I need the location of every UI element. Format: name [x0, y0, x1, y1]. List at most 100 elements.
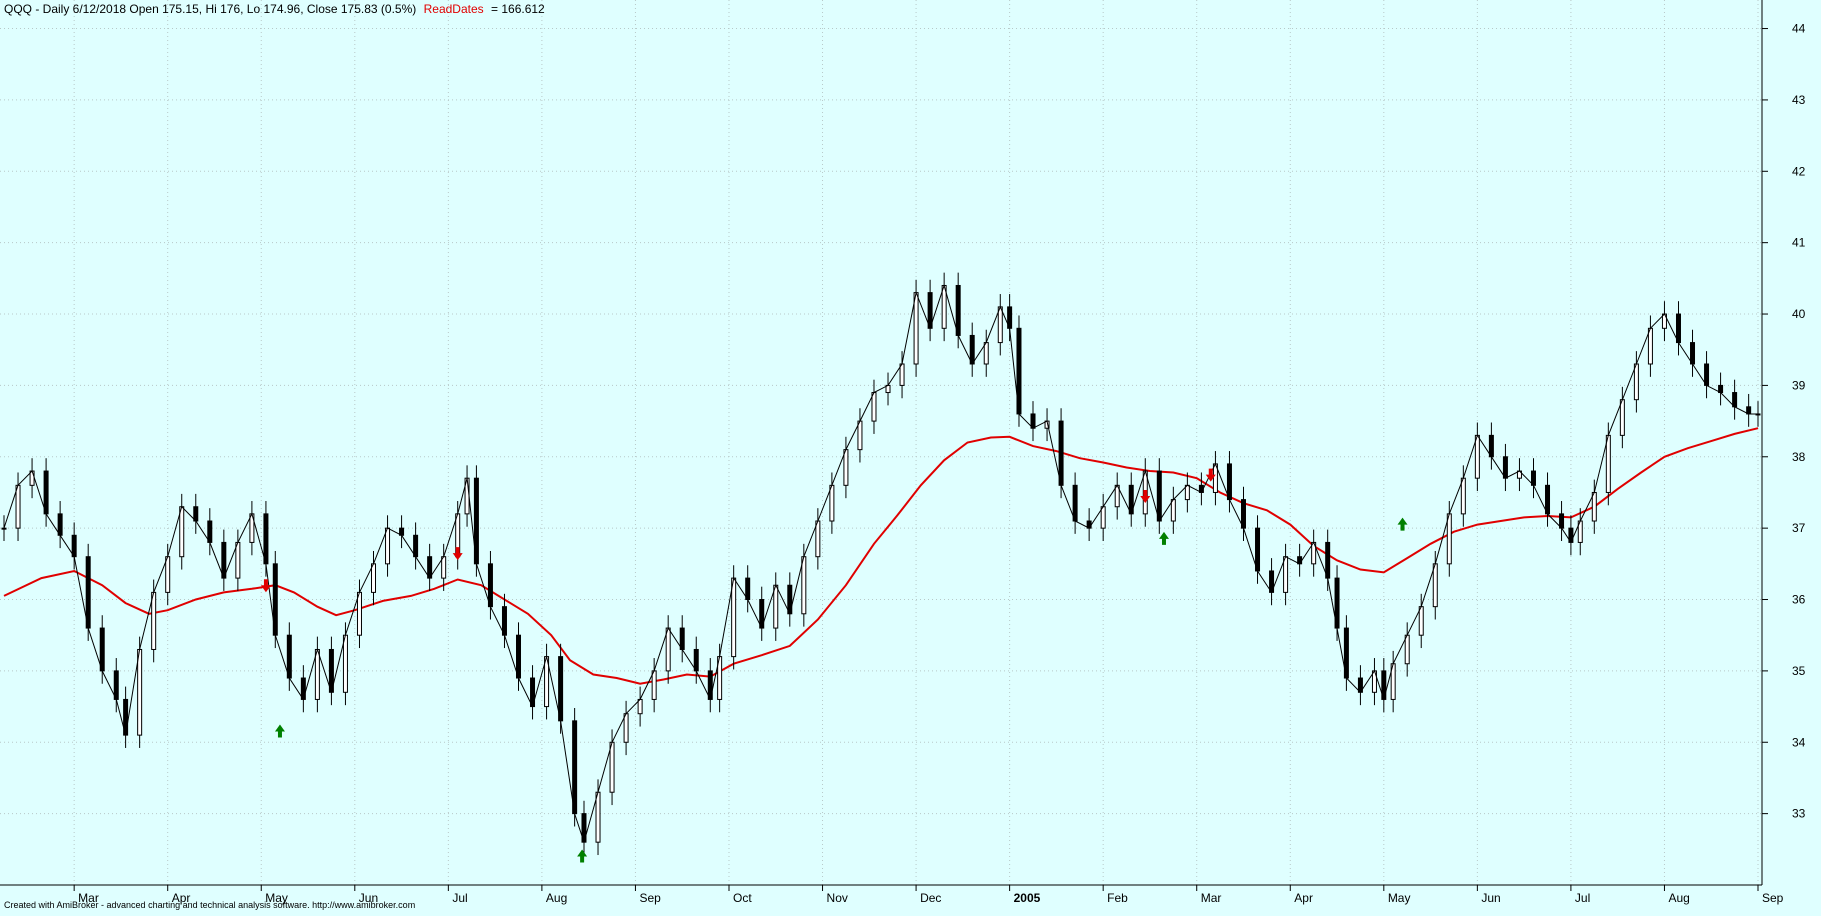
price-bar-body [57, 513, 63, 536]
y-axis: 33 34 35 36 37 38 39 40 41 42 43 44 [1762, 22, 1806, 821]
price-bar-body [829, 484, 835, 522]
price-bar-body [857, 420, 863, 451]
price-bar-body [801, 556, 807, 615]
price-bar-body [487, 563, 493, 608]
x-tick-label: Jul [452, 891, 467, 905]
price-bar-body [1240, 499, 1246, 529]
price-bar-body [516, 634, 522, 679]
price-bar-body [1226, 463, 1232, 501]
price-bar-body [1418, 606, 1424, 636]
price-bar-body [43, 470, 49, 515]
price-bar-body [15, 484, 21, 529]
x-tick-label: Jul [1575, 891, 1590, 905]
sell-arrow-icon [1140, 490, 1151, 504]
price-bar-body [286, 634, 292, 679]
y-tick-label: 35 [1792, 664, 1806, 678]
price-bar-body [572, 720, 578, 815]
price-bar-body [1647, 327, 1653, 365]
price-bar-body [1690, 342, 1696, 365]
price-bar-body [1460, 477, 1466, 515]
y-tick-label: 38 [1792, 450, 1806, 464]
price-bar-body [1072, 484, 1078, 522]
price-bar-body [427, 556, 433, 579]
y-tick-label: 40 [1792, 307, 1806, 321]
price-bar-body [385, 527, 391, 565]
price-bar-body [165, 556, 171, 593]
price-bar-body [501, 606, 507, 636]
price-bar-body [179, 506, 185, 558]
x-tick-label: Jun [1481, 891, 1500, 905]
price-bar-body [342, 634, 348, 693]
price-bar-body [371, 563, 377, 593]
x-tick-label: Jun [359, 891, 378, 905]
y-tick-label: 41 [1792, 236, 1806, 250]
x-tick-label: May [265, 891, 288, 905]
price-bar-body [1633, 363, 1639, 401]
x-tick-label: Mar [78, 891, 99, 905]
x-tick-label: Apr [1294, 891, 1313, 905]
price-bar-body [1704, 363, 1710, 386]
price-bar-body [623, 713, 629, 743]
price-bar-body [1, 527, 7, 530]
x-tick-label: Aug [1668, 891, 1689, 905]
price-bar-body [983, 342, 989, 365]
x-axis: Mar Apr May Jun Jul Aug Sep Oct Nov Dec 2005 Feb Mar… [73, 885, 1784, 905]
price-bar-body [595, 791, 601, 843]
price-bar-body [1404, 634, 1410, 665]
price-bar-body [1502, 456, 1508, 479]
price-bar-body [1545, 484, 1551, 515]
price-bar-body [151, 591, 157, 650]
price-bar-body [1675, 313, 1681, 344]
sell-arrow-icon [452, 547, 463, 561]
y-tick-label: 43 [1792, 93, 1806, 107]
x-tick-label: 2005 [1014, 891, 1041, 905]
price-bar-body [815, 520, 821, 558]
indicator-value: = 166.612 [491, 2, 545, 16]
price-bar-body [441, 556, 447, 579]
price-bar-body [1325, 541, 1331, 579]
buy-arrow-icon [577, 849, 588, 863]
price-bar-body [113, 670, 119, 700]
price-bar-body [1446, 513, 1452, 565]
price-bar-body [1474, 434, 1480, 479]
price-bar-body [137, 648, 143, 736]
price-bar-body [300, 677, 306, 700]
price-bar-body [693, 648, 699, 672]
price-bar-body [955, 284, 961, 336]
y-tick-label: 34 [1792, 735, 1806, 749]
price-bar-body [1100, 506, 1106, 529]
y-tick-label: 33 [1792, 807, 1806, 821]
buy-arrow-icon [1397, 517, 1408, 531]
x-tick-label: Sep [639, 891, 661, 905]
price-bar-body [99, 627, 105, 672]
price-bar-body [1156, 470, 1162, 522]
price-bar-body [413, 534, 419, 558]
price-bar-body [871, 392, 877, 422]
price-bar-body [899, 363, 905, 386]
y-tick-label: 39 [1792, 378, 1806, 392]
footer-credit: Created with AmiBroker - advanced charti… [4, 900, 415, 910]
signal-arrows-layer [260, 468, 1408, 863]
price-bar-body [29, 470, 35, 486]
price-bar-body [1488, 434, 1494, 458]
price-bar-body [745, 577, 751, 601]
price-bar-body [1170, 499, 1176, 522]
price-bar-body [651, 670, 657, 700]
price-bar-body [1432, 563, 1438, 608]
price-bar-body [1255, 527, 1261, 572]
price-bar-body [731, 577, 737, 658]
price-bar-body [71, 534, 77, 558]
x-tick-label: Mar [1201, 891, 1222, 905]
price-bar-body [263, 513, 269, 565]
price-bar-body [997, 306, 1003, 344]
price-bar-body [314, 648, 320, 700]
price-bar-body [1058, 420, 1064, 486]
price-bar-body [679, 627, 685, 650]
x-tick-label: May [1388, 891, 1411, 905]
price-bar-body [356, 591, 362, 636]
price-bar-body [207, 520, 213, 543]
price-bar-body [773, 584, 779, 629]
